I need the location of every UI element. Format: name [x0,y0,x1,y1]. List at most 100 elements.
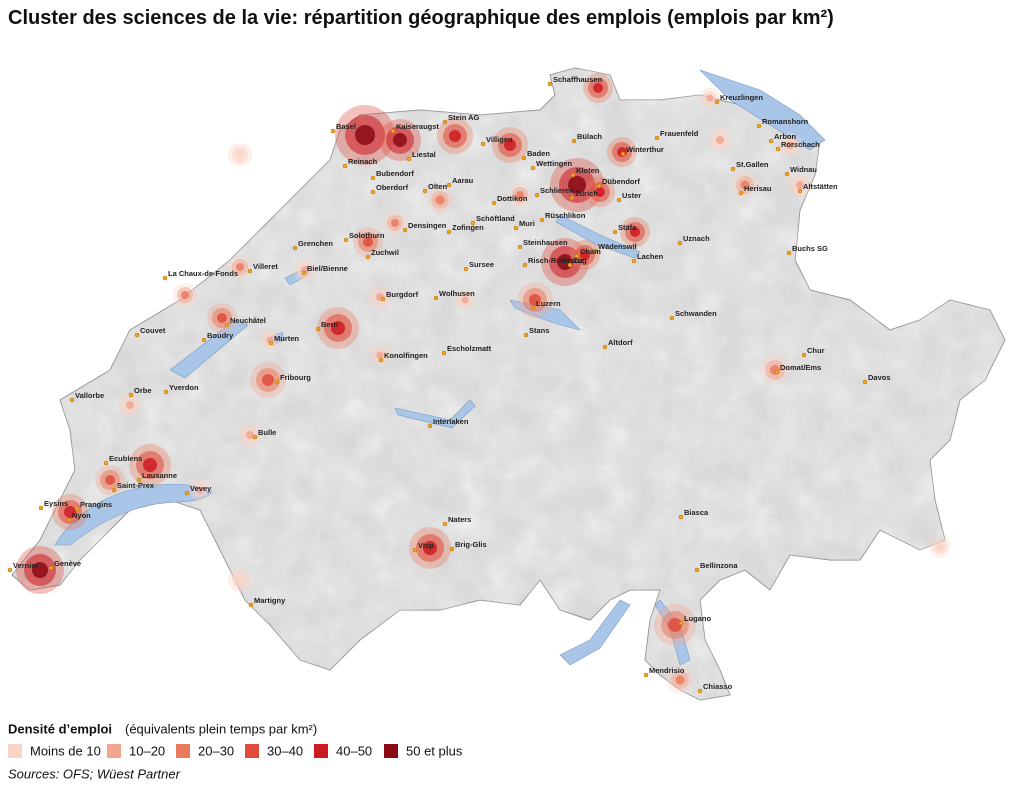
place-dot [370,175,376,181]
place-label: Zuchwil [371,248,399,257]
hotspot-core [196,486,204,494]
place-label: Zug [573,256,587,265]
legend-label: 50 et plus [406,743,463,758]
place-dot [714,99,720,105]
place-label: Kaiseraugst [396,122,439,131]
place-label: Brig-Glis [455,540,487,549]
place-labels: Basel Kaiseraugst Stein AG Reinach Liestal Bu… [7,75,891,694]
place-dot [631,258,637,264]
place-dot [74,506,80,512]
hotspot-core [391,219,399,227]
place-dot [136,477,142,483]
place-label: Wettingen [536,159,573,168]
place-dot [446,182,452,188]
place-dot [248,602,254,608]
hotspot-core [568,176,586,194]
place-label: Couvet [140,326,166,335]
hotspot-core [435,195,445,205]
place-label: Stans [529,326,549,335]
place-label: Neuchâtel [230,316,266,325]
place-label: Dottikon [497,194,528,203]
place-dot [756,123,762,129]
place-dot [406,156,412,162]
hotspot-core [593,83,603,93]
place-label: Basel [336,122,356,131]
legend-label: 30–40 [267,743,303,758]
place-label: Burgdorf [386,290,419,299]
place-dot [677,240,683,246]
place-label: Bulle [258,428,276,437]
hotspot-core [716,136,724,144]
place-label: Cham [580,247,601,256]
place-dot [669,315,675,321]
place-dot [38,505,44,511]
hotspot-core [580,250,590,260]
place-dot [654,135,660,141]
place-label: Widnau [790,165,817,174]
legend-swatch [8,744,22,758]
hotspot-core [423,541,437,555]
hotspot-core [217,313,227,323]
place-label: Genève [54,559,81,568]
place-dot [612,229,618,235]
place-dot [539,217,545,223]
legend-swatch [314,744,328,758]
place-label: Saint-Prex [117,481,155,490]
place-dot [602,344,608,350]
hotspot-core [105,475,115,485]
place-dot [530,305,536,311]
place-dot [616,197,622,203]
place-dot [412,547,418,553]
place-dot [678,514,684,520]
place-label: Schlieren [540,186,574,195]
place-label: Chur [807,346,825,355]
place-dot [523,332,529,338]
hotspot-core [516,191,524,199]
place-dot [697,688,703,694]
hotspot-core [668,618,682,632]
place-dot [801,352,807,358]
legend-swatch [176,744,190,758]
place-label: Buchs SG [792,244,828,253]
place-dot [517,244,523,250]
place-label: Wädenswil [598,242,637,251]
place-label: Rüschlikon [545,211,586,220]
hotspot-core [331,321,345,335]
place-dot [402,227,408,233]
place-dot [128,392,134,398]
place-label: Arbon [774,132,796,141]
place-label: Nyon [72,511,91,520]
hotspot-core [262,374,274,386]
place-dot [162,275,168,281]
place-dot [433,295,439,301]
place-dot [547,81,553,87]
place-dot [301,270,307,276]
place-dot [315,326,321,332]
legend-label: 40–50 [336,743,372,758]
place-label: Dübendorf [602,177,640,186]
place-label: Muri [519,219,535,228]
place-label: Uster [622,191,641,200]
hotspot-core [706,94,714,102]
place-label: Aarau [452,176,474,185]
legend-label: Moins de 10 [30,743,101,758]
place-dot [521,155,527,161]
place-dot [513,225,519,231]
place-dot [422,188,428,194]
place-label: Naters [448,515,471,524]
place-label: Boudry [207,331,234,340]
legend-title: Densité d’emploi [8,721,112,736]
place-dot [380,296,386,302]
place-label: Grenchen [298,239,333,248]
place-label: Biel/Bienne [307,264,348,273]
place-label: Orbe [134,386,152,395]
place-label: Altdorf [608,338,633,347]
legend-swatch [107,744,121,758]
place-label: Altstätten [803,182,838,191]
legend-swatch [384,744,398,758]
hotspot-core [246,431,254,439]
place-dot [534,192,540,198]
place-label: St.Gallen [736,160,769,169]
place-dot [66,517,72,523]
place-dot [252,434,258,440]
